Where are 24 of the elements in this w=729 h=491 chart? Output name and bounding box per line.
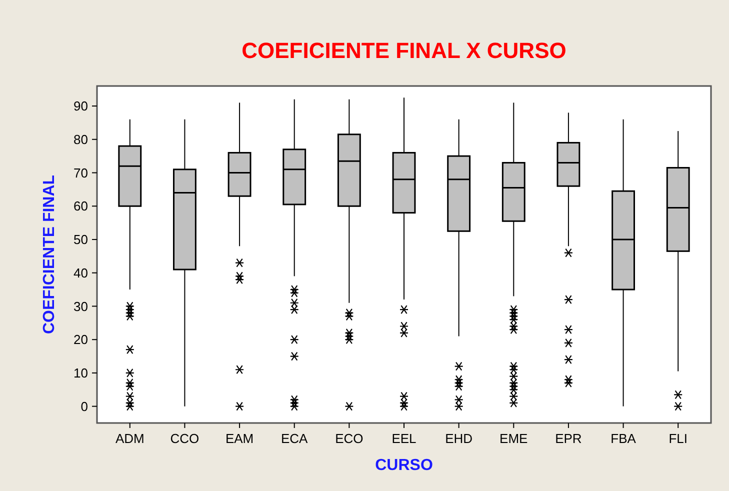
x-axis-title: CURSO	[375, 457, 433, 474]
x-tick-label: ECO	[335, 431, 364, 446]
x-tick-label: EME	[500, 431, 528, 446]
y-tick-label: 0	[80, 398, 88, 414]
x-tick-label: EHD	[445, 431, 473, 446]
y-tick-label: 40	[74, 265, 88, 280]
x-tick-label: EAM	[225, 431, 254, 446]
y-axis-title: COEFICIENTE FINAL	[41, 174, 58, 334]
x-tick-label: CCO	[170, 431, 200, 446]
x-tick-label: EPR	[555, 431, 582, 446]
x-tick-label: ECA	[280, 431, 308, 446]
x-tick-label: ADM	[115, 431, 144, 446]
y-tick-label: 90	[74, 98, 88, 114]
x-tick-label: FBA	[610, 431, 636, 446]
chart-title: COEFICIENTE FINAL X CURSO	[242, 38, 566, 63]
y-tick-label: 80	[74, 132, 88, 147]
y-tick-label: 10	[74, 366, 88, 380]
y-tick-label: 60	[74, 198, 88, 214]
y-tick-label: 70	[74, 165, 88, 180]
y-tick-label: 20	[74, 332, 88, 348]
x-tick-label: FLI	[668, 431, 688, 446]
y-tick-label: 50	[74, 232, 88, 248]
y-tick-label: 30	[74, 298, 88, 314]
x-tick-label: EEL	[392, 431, 416, 446]
